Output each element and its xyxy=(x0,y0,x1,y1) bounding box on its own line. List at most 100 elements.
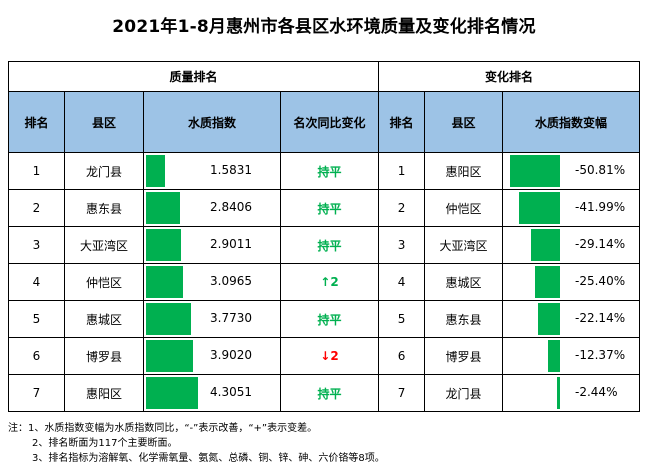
table-row: 4 仲恺区 3.0965 ↑2 4 惠城区 -25.40% xyxy=(8,263,641,301)
quality-index-bar xyxy=(146,340,193,372)
quality-index-bar xyxy=(146,377,198,409)
change-district: 大亚湾区 xyxy=(424,226,504,264)
change-delta-cell: -2.44% xyxy=(502,374,641,412)
quality-district: 惠东县 xyxy=(64,189,144,227)
quality-index-cell: 3.0965 xyxy=(143,263,281,301)
quality-yoy-change: 持平 xyxy=(279,226,380,264)
quality-index-bar xyxy=(146,303,191,335)
change-delta-bar xyxy=(538,303,561,335)
quality-index-bar xyxy=(146,155,165,187)
quality-district: 惠城区 xyxy=(64,300,144,338)
quality-index-value: 3.0965 xyxy=(210,274,252,288)
change-delta-value: -41.99% xyxy=(575,200,626,214)
quality-rank: 7 xyxy=(8,374,65,412)
table-row: 3 大亚湾区 2.9011 持平 3 大亚湾区 -29.14% xyxy=(8,226,641,264)
change-rank: 1 xyxy=(378,152,426,190)
table-row: 2 惠东县 2.8406 持平 2 仲恺区 -41.99% xyxy=(8,189,641,227)
quality-district: 惠阳区 xyxy=(64,374,144,412)
change-delta-bar xyxy=(548,340,561,372)
table-row: 7 惠阳区 4.3051 持平 7 龙门县 -2.44% xyxy=(8,374,641,412)
change-rank: 3 xyxy=(378,226,426,264)
quality-rank: 5 xyxy=(8,300,65,338)
col-header-rank: 排名 xyxy=(8,91,65,153)
change-rank: 2 xyxy=(378,189,426,227)
change-delta-cell: -22.14% xyxy=(502,300,641,338)
change-rank: 6 xyxy=(378,337,426,375)
change-rank: 7 xyxy=(378,374,426,412)
col-header-yoy: 名次同比变化 xyxy=(279,91,380,153)
quality-index-cell: 1.5831 xyxy=(143,152,281,190)
change-district: 仲恺区 xyxy=(424,189,504,227)
quality-yoy-change: 持平 xyxy=(279,300,380,338)
quality-rank: 3 xyxy=(8,226,65,264)
col-header-rank2: 排名 xyxy=(378,91,426,153)
footnote-1: 注：1、水质指数变幅为水质指数同比，“-”表示改善，“+”表示变差。 xyxy=(8,423,318,434)
quality-index-bar xyxy=(146,192,180,224)
quality-index-cell: 3.7730 xyxy=(143,300,281,338)
change-district: 龙门县 xyxy=(424,374,504,412)
page-title: 2021年1-8月惠州市各县区水环境质量及变化排名情况 xyxy=(112,17,536,37)
quality-index-bar xyxy=(146,229,181,261)
col-header-delta: 水质指数变幅 xyxy=(502,91,641,153)
change-delta-bar xyxy=(519,192,561,224)
change-delta-bar xyxy=(531,229,561,261)
quality-rank: 1 xyxy=(8,152,65,190)
change-delta-bar xyxy=(510,155,561,187)
group-header-change: 变化排名 xyxy=(378,61,641,92)
change-delta-cell: -12.37% xyxy=(502,337,641,375)
footnote-3: 3、排名指标为溶解氧、化学需氧量、氨氮、总磷、铜、锌、砷、六价铬等8项。 xyxy=(32,453,385,464)
change-delta-value: -2.44% xyxy=(575,385,618,399)
change-delta-cell: -41.99% xyxy=(502,189,641,227)
quality-index-cell: 2.8406 xyxy=(143,189,281,227)
quality-yoy-change: ↑2 xyxy=(279,263,380,301)
quality-index-value: 3.7730 xyxy=(210,311,252,325)
footnotes: 注：1、水质指数变幅为水质指数同比，“-”表示改善，“+”表示变差。 2、排名断… xyxy=(8,421,385,466)
quality-district: 仲恺区 xyxy=(64,263,144,301)
change-rank: 5 xyxy=(378,300,426,338)
footnote-2: 2、排名断面为117个主要断面。 xyxy=(32,438,178,449)
change-delta-cell: -29.14% xyxy=(502,226,641,264)
quality-index-cell: 3.9020 xyxy=(143,337,281,375)
change-delta-value: -29.14% xyxy=(575,237,626,251)
group-header-quality: 质量排名 xyxy=(7,61,380,92)
quality-yoy-change: 持平 xyxy=(279,189,380,227)
quality-index-cell: 2.9011 xyxy=(143,226,281,264)
change-delta-value: -25.40% xyxy=(575,274,626,288)
change-district: 惠阳区 xyxy=(424,152,504,190)
change-delta-cell: -50.81% xyxy=(502,152,641,190)
change-delta-bar xyxy=(557,377,561,409)
quality-index-value: 2.8406 xyxy=(210,200,252,214)
quality-district: 龙门县 xyxy=(64,152,144,190)
change-delta-value: -22.14% xyxy=(575,311,626,325)
quality-index-bar xyxy=(146,266,183,298)
quality-district: 大亚湾区 xyxy=(64,226,144,264)
change-delta-value: -50.81% xyxy=(575,163,626,177)
col-header-district2: 县区 xyxy=(424,91,504,153)
quality-rank: 2 xyxy=(8,189,65,227)
change-delta-bar xyxy=(535,266,561,298)
change-district: 惠东县 xyxy=(424,300,504,338)
quality-yoy-change: ↓2 xyxy=(279,337,380,375)
col-header-district: 县区 xyxy=(64,91,144,153)
quality-index-cell: 4.3051 xyxy=(143,374,281,412)
quality-district: 博罗县 xyxy=(64,337,144,375)
change-district: 博罗县 xyxy=(424,337,504,375)
quality-index-value: 3.9020 xyxy=(210,348,252,362)
change-delta-cell: -25.40% xyxy=(502,263,641,301)
change-district: 惠城区 xyxy=(424,263,504,301)
table-row: 6 博罗县 3.9020 ↓2 6 博罗县 -12.37% xyxy=(8,337,641,375)
change-delta-value: -12.37% xyxy=(575,348,626,362)
quality-yoy-change: 持平 xyxy=(279,152,380,190)
ranking-table: 质量排名 变化排名 排名 县区 水质指数 名次同比变化 排名 县区 水质指数变幅… xyxy=(7,61,641,412)
quality-rank: 6 xyxy=(8,337,65,375)
col-header-index: 水质指数 xyxy=(143,91,281,153)
quality-yoy-change: 持平 xyxy=(279,374,380,412)
quality-index-value: 2.9011 xyxy=(210,237,252,251)
quality-rank: 4 xyxy=(8,263,65,301)
quality-index-value: 1.5831 xyxy=(210,163,252,177)
table-row: 1 龙门县 1.5831 持平 1 惠阳区 -50.81% xyxy=(8,152,641,190)
table-row: 5 惠城区 3.7730 持平 5 惠东县 -22.14% xyxy=(8,300,641,338)
change-rank: 4 xyxy=(378,263,426,301)
ranking-table-wrapper: 质量排名 变化排名 排名 县区 水质指数 名次同比变化 排名 县区 水质指数变幅… xyxy=(7,61,641,412)
quality-index-value: 4.3051 xyxy=(210,385,252,399)
